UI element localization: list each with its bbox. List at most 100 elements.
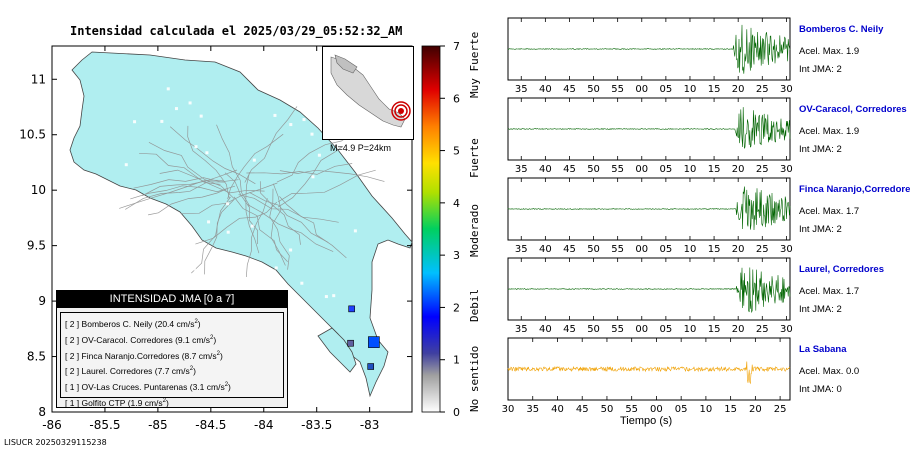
trace-jma-intensity: Int JMA: 0 bbox=[799, 384, 842, 395]
town-marker bbox=[302, 118, 306, 122]
legend-close-paren: ) bbox=[197, 318, 201, 329]
colorbar-tick-label: 4 bbox=[453, 197, 460, 210]
trace-tick-label: 40 bbox=[539, 324, 552, 335]
waveform-line bbox=[507, 107, 791, 150]
chart-title: Intensidad calculada el 2025/03/29_05:52… bbox=[70, 24, 403, 38]
legend-unit-exponent: 2 bbox=[224, 382, 229, 389]
town-marker bbox=[310, 132, 314, 136]
town-marker bbox=[286, 98, 290, 102]
colorbar-category-label: Muy Fuerte bbox=[468, 31, 481, 98]
trace-tick-label: 00 bbox=[635, 164, 648, 175]
map-y-tick-label: 11 bbox=[31, 72, 46, 86]
magnitude-depth-label: M=4.9 P=24km bbox=[330, 143, 392, 153]
trace-tick-label: 25 bbox=[756, 324, 769, 335]
station-markers bbox=[347, 305, 380, 370]
trace-tick-label: 20 bbox=[732, 84, 745, 95]
trace-tick-label: 30 bbox=[780, 324, 793, 335]
colorbar-category-label: Fuerte bbox=[468, 138, 481, 178]
trace-tick-label: 30 bbox=[780, 164, 793, 175]
road-line bbox=[249, 192, 329, 243]
town-marker bbox=[317, 153, 321, 157]
legend-unit-exponent: 2 bbox=[194, 319, 198, 325]
map-y-tick-label: 9.5 bbox=[27, 239, 46, 253]
map-y-tick-label: 9 bbox=[38, 294, 46, 308]
town-marker bbox=[250, 224, 254, 228]
trace-tick-label: 00 bbox=[635, 244, 648, 255]
legend-jma-level: [ 2 ] bbox=[65, 350, 82, 361]
town-marker bbox=[289, 248, 293, 252]
trace-max-accel: Acel. Max. 1.9 bbox=[799, 46, 860, 57]
trace-tick-label: 55 bbox=[611, 84, 624, 95]
town-marker bbox=[252, 158, 256, 162]
legend-close-paren: ) bbox=[220, 350, 223, 361]
waveform-line bbox=[507, 267, 791, 314]
town-marker bbox=[289, 123, 293, 127]
legend-jma-level: [ 1 ] bbox=[65, 382, 82, 393]
legend-jma-level: [ 1 ] bbox=[65, 397, 82, 408]
trace-tick-label: 55 bbox=[611, 164, 624, 175]
legend-close-paren: ) bbox=[228, 382, 231, 393]
road-line bbox=[125, 181, 226, 210]
legend-row: [ 1 ] Golfito CTP (1.9 cm/s2) bbox=[65, 394, 279, 410]
map-x-tick-label: -84.5 bbox=[195, 418, 226, 432]
legend-station-name: Bomberos C. Neily bbox=[81, 318, 155, 329]
legend-station-list: [ 2 ] Bomberos C. Neily (20.4 cm/s2)[ 2 … bbox=[60, 312, 284, 408]
trace-tick-label: 10 bbox=[684, 84, 697, 95]
legend-acceleration: (1.9 cm/s bbox=[127, 397, 163, 408]
colorbar-tick-label: 5 bbox=[453, 145, 460, 158]
map-x-tick-label: -85.5 bbox=[89, 418, 120, 432]
trace-tick-label: 20 bbox=[732, 164, 745, 175]
trace-tick-label: 45 bbox=[563, 164, 576, 175]
map-y-tick-label: 10.5 bbox=[19, 128, 46, 142]
road-line bbox=[244, 106, 298, 183]
legend-acceleration: (7.7 cm/s bbox=[154, 366, 190, 377]
town-marker bbox=[353, 229, 357, 233]
road-line bbox=[227, 133, 284, 200]
road-line bbox=[159, 169, 265, 194]
station-marker bbox=[367, 363, 375, 370]
colorbar-tick-label: 6 bbox=[453, 92, 460, 105]
epicenter-marker bbox=[391, 101, 411, 121]
trace-tick-label: 10 bbox=[684, 324, 697, 335]
road-line bbox=[247, 204, 334, 252]
legend-acceleration: (3.1 cm/s bbox=[189, 382, 225, 393]
town-marker bbox=[261, 71, 265, 75]
road-line bbox=[204, 199, 235, 275]
station-marker bbox=[368, 336, 380, 348]
trace-tick-label: 30 bbox=[502, 404, 515, 415]
legend-close-paren: ) bbox=[213, 334, 217, 345]
trace-jma-intensity: Int JMA: 2 bbox=[799, 304, 842, 315]
town-marker bbox=[226, 230, 230, 234]
trace-tick-label: 15 bbox=[708, 244, 721, 255]
trace-tick-label: 15 bbox=[708, 164, 721, 175]
road-line bbox=[224, 172, 258, 244]
legend-acceleration: (9.1 cm/s bbox=[175, 334, 211, 345]
trace-tick-label: 45 bbox=[563, 84, 576, 95]
town-marker bbox=[149, 256, 153, 260]
map-y-tick-label: 8 bbox=[38, 405, 46, 419]
trace-tick-label: 15 bbox=[708, 324, 721, 335]
map-x-tick-label: -83.5 bbox=[301, 418, 332, 432]
town-marker bbox=[192, 267, 196, 271]
road-line bbox=[270, 183, 286, 266]
trace-tick-label: 25 bbox=[756, 164, 769, 175]
map-x-tick-label: -86 bbox=[42, 418, 62, 432]
trace-tick-label: 55 bbox=[611, 244, 624, 255]
trace-tick-label: 40 bbox=[539, 84, 552, 95]
waveform-line bbox=[507, 186, 791, 231]
town-marker bbox=[207, 220, 211, 224]
colorbar-category-label: Moderado bbox=[468, 204, 481, 257]
trace-tick-label: 35 bbox=[515, 244, 528, 255]
inset-map bbox=[322, 46, 414, 140]
legend-row: [ 2 ] OV-Caracol. Corredores (9.1 cm/s2) bbox=[65, 331, 279, 347]
road-line bbox=[246, 163, 353, 175]
road-line bbox=[148, 188, 227, 216]
trace-tick-label: 50 bbox=[587, 324, 600, 335]
town-marker bbox=[188, 101, 192, 105]
seismogram-panel: 35 40 45 50 55 00 05 10 15 20 25 30 bbox=[507, 17, 793, 95]
town-marker bbox=[300, 281, 304, 285]
town-marker bbox=[174, 107, 178, 111]
road-line bbox=[169, 126, 256, 185]
trace-jma-intensity: Int JMA: 2 bbox=[799, 64, 842, 75]
town-marker bbox=[274, 266, 278, 270]
